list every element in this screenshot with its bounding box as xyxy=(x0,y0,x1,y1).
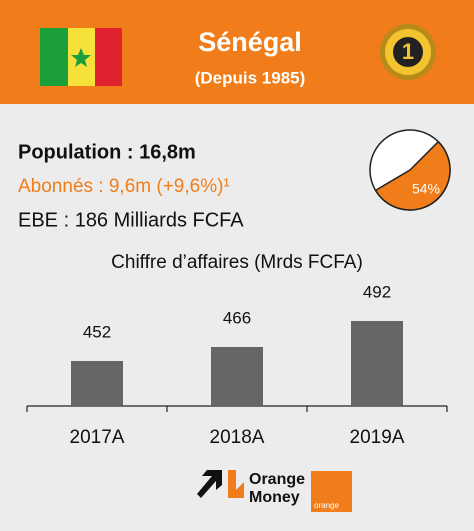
bar xyxy=(211,347,263,406)
rank: 1 xyxy=(402,39,414,64)
logo-text: Orange xyxy=(249,471,305,488)
chart-title: Chiffre d’affaires (Mrds FCFA) xyxy=(111,252,363,273)
x-tick-label: 2019A xyxy=(350,427,405,448)
value-label: 466 xyxy=(223,308,251,327)
ebe: EBE : 186 Milliards FCFA xyxy=(18,209,244,231)
orange-logo-text: orange xyxy=(314,501,339,510)
logo-text: Money xyxy=(249,489,300,506)
value-label: 492 xyxy=(363,282,391,301)
pie-label: 54% xyxy=(412,181,440,197)
flag xyxy=(40,28,122,86)
medal xyxy=(380,24,436,80)
bar xyxy=(351,321,403,406)
population: Population : 16,8m xyxy=(18,141,196,163)
orange-money-logo xyxy=(197,470,244,498)
orange-logo xyxy=(311,471,352,512)
subtitle: (Depuis 1985) xyxy=(195,68,306,87)
subscribers: Abonnés : 9,6m (+9,6%)¹ xyxy=(18,176,230,197)
title: Sénégal xyxy=(198,27,302,57)
pie-slice xyxy=(374,140,451,211)
bar xyxy=(71,361,123,406)
x-tick-label: 2017A xyxy=(70,427,125,448)
value-label: 452 xyxy=(83,322,111,341)
x-tick-label: 2018A xyxy=(210,427,265,448)
